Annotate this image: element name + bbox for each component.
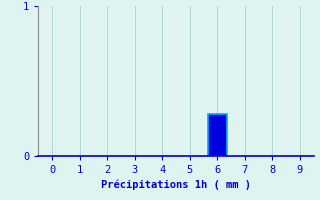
X-axis label: Précipitations 1h ( mm ): Précipitations 1h ( mm )	[101, 179, 251, 190]
Bar	[208, 114, 227, 156]
